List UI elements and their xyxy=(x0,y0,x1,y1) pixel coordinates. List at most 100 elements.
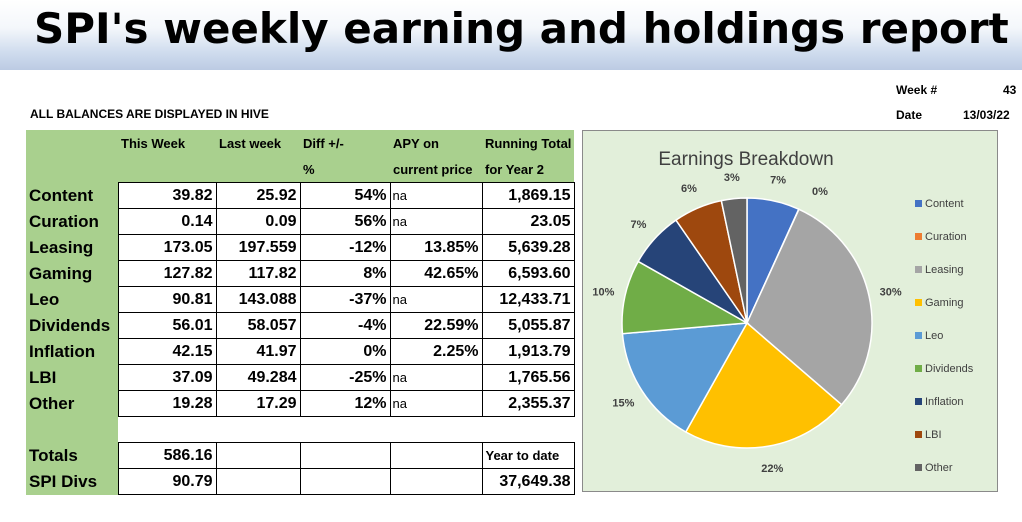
legend-label-dividends: Dividends xyxy=(925,363,974,375)
row-label: Dividends xyxy=(26,312,118,339)
apy-value: 42.65% xyxy=(389,260,483,287)
this-week-value: 127.82 xyxy=(117,260,217,287)
last-week-value: 197.559 xyxy=(215,234,301,261)
running-total-value: 5,055.87 xyxy=(481,312,575,339)
row-label: Leasing xyxy=(26,234,118,261)
header-row-1: This Week Last week Diff +/- APY on Runn… xyxy=(26,130,574,156)
slice-label-content: 7% xyxy=(770,174,786,186)
legend-swatch-leo xyxy=(915,332,922,339)
legend-label-leasing: Leasing xyxy=(925,264,964,276)
legend-label-content: Content xyxy=(925,198,964,210)
this-week-value: 56.01 xyxy=(117,312,217,339)
slice-label-dividends: 10% xyxy=(592,287,614,299)
slice-label-leasing: 30% xyxy=(880,287,902,299)
last-week-value: 41.97 xyxy=(215,338,301,365)
diff-value: -12% xyxy=(299,234,391,261)
running-total-value: 5,639.28 xyxy=(481,234,575,261)
row-label: Curation xyxy=(26,208,118,235)
diff-value: 0% xyxy=(299,338,391,365)
diff-value: -4% xyxy=(299,312,391,339)
running-total-value: 2,355.37 xyxy=(481,390,575,417)
slice-label-gaming: 22% xyxy=(761,463,783,475)
table-row: Dividends 56.01 58.057 -4% 22.59% 5,055.87 xyxy=(26,312,575,339)
row-label: Content xyxy=(26,182,118,209)
this-week-value: 19.28 xyxy=(117,390,217,417)
week-label: Week # xyxy=(896,83,938,97)
pie-slice-gaming xyxy=(684,321,843,449)
header-corner xyxy=(26,130,118,156)
apy-value: 2.25% xyxy=(389,338,483,365)
legend-label-leo: Leo xyxy=(925,330,943,342)
pie-slice-leo xyxy=(621,322,749,434)
legend-swatch-curation xyxy=(915,233,922,240)
header-this-week: This Week xyxy=(118,130,216,156)
spi-divs-label: SPI Divs xyxy=(26,468,118,495)
running-total-value: 1,913.79 xyxy=(481,338,575,365)
legend-label-other: Other xyxy=(925,462,953,474)
pie-slice-leasing xyxy=(746,208,873,406)
row-label: Other xyxy=(26,390,118,417)
apy-value: na xyxy=(389,182,483,209)
header-total: Running Total xyxy=(482,130,574,156)
earnings-pie-chart: Earnings Breakdown 7% 0% 30% 22% 15% 10% 7% 6% 3… xyxy=(582,130,998,492)
row-label: LBI xyxy=(26,364,118,391)
legend-swatch-content xyxy=(915,200,922,207)
apy-value: na xyxy=(389,364,483,391)
table-row: Leasing 173.05 197.559 -12% 13.85% 5,639.28 xyxy=(26,234,575,261)
slice-label-curation: 0% xyxy=(812,186,828,198)
balances-caption: ALL BALANCES ARE DISPLAYED IN HIVE xyxy=(30,107,269,121)
apy-value: na xyxy=(389,286,483,313)
apy-value: na xyxy=(389,208,483,235)
date-label: Date xyxy=(896,108,923,122)
diff-value: 12% xyxy=(299,390,391,417)
pie-chart-svg: Earnings Breakdown 7% 0% 30% 22% 15% 10% 7% 6% 3… xyxy=(592,149,974,475)
legend-swatch-inflation xyxy=(915,398,922,405)
totals-row: Totals 586.16 Year to date xyxy=(26,442,575,469)
totals-value: 586.16 xyxy=(117,442,217,469)
slice-label-inflation: 7% xyxy=(631,219,647,231)
table-row: Gaming 127.82 117.82 8% 42.65% 6,593.60 xyxy=(26,260,575,287)
running-total-value: 12,433.71 xyxy=(481,286,575,313)
legend-label-lbi: LBI xyxy=(925,429,942,441)
this-week-value: 37.09 xyxy=(117,364,217,391)
table-row: Inflation 42.15 41.97 0% 2.25% 1,913.79 xyxy=(26,338,575,365)
last-week-value: 58.057 xyxy=(215,312,301,339)
last-week-value: 17.29 xyxy=(215,390,301,417)
slice-label-leo: 15% xyxy=(612,398,634,410)
this-week-value: 0.14 xyxy=(117,208,217,235)
header-row-2: % current price for Year 2 xyxy=(26,156,574,183)
week-value: 43 xyxy=(1003,83,1017,97)
running-total-value: 23.05 xyxy=(481,208,575,235)
header-apy-sub: current price xyxy=(390,156,482,183)
apy-value: 22.59% xyxy=(389,312,483,339)
legend-label-curation: Curation xyxy=(925,231,967,243)
running-total-value: 1,869.15 xyxy=(481,182,575,209)
legend-swatch-other xyxy=(915,464,922,471)
apy-value: na xyxy=(389,390,483,417)
last-week-value: 0.09 xyxy=(215,208,301,235)
legend-swatch-dividends xyxy=(915,365,922,372)
slice-label-other: 3% xyxy=(724,172,740,184)
legend-swatch-gaming xyxy=(915,299,922,306)
legend-label-gaming: Gaming xyxy=(925,297,964,309)
spi-divs-row: SPI Divs 90.79 37,649.38 xyxy=(26,468,575,495)
last-week-value: 49.284 xyxy=(215,364,301,391)
legend-swatch-leasing xyxy=(915,266,922,273)
row-label: Inflation xyxy=(26,338,118,365)
diff-value: -37% xyxy=(299,286,391,313)
spacer-row xyxy=(26,416,574,443)
diff-value: 56% xyxy=(299,208,391,235)
row-label: Leo xyxy=(26,286,118,313)
diff-value: 54% xyxy=(299,182,391,209)
row-label: Gaming xyxy=(26,260,118,287)
header-last-week: Last week xyxy=(216,130,300,156)
this-week-value: 39.82 xyxy=(117,182,217,209)
running-total-value: 1,765.56 xyxy=(481,364,575,391)
running-total-value: 6,593.60 xyxy=(481,260,575,287)
earnings-table: This Week Last week Diff +/- APY on Runn… xyxy=(26,130,575,495)
last-week-value: 117.82 xyxy=(215,260,301,287)
header-total-sub: for Year 2 xyxy=(482,156,574,183)
last-week-value: 25.92 xyxy=(215,182,301,209)
chart-title: Earnings Breakdown xyxy=(658,149,833,170)
date-value: 13/03/22 xyxy=(963,108,1010,122)
